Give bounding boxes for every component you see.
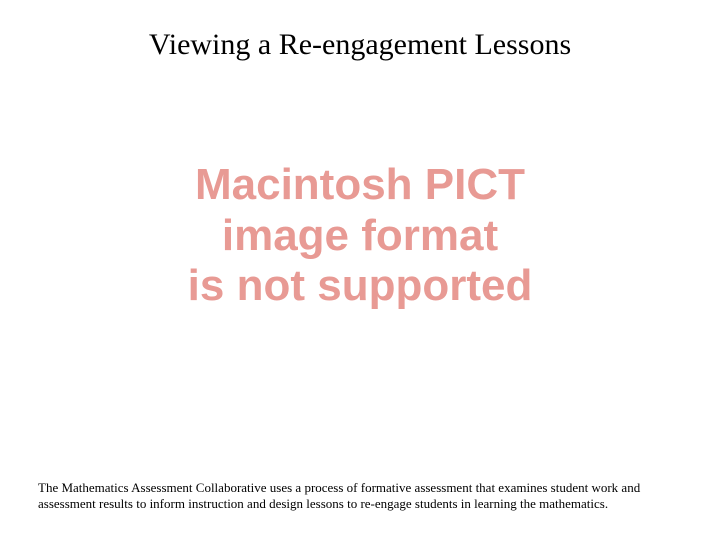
- slide-title: Viewing a Re-engagement Lessons: [0, 28, 720, 62]
- placeholder-line-1: Macintosh PICT: [160, 160, 560, 211]
- footer-text: The Mathematics Assessment Collaborative…: [38, 480, 682, 513]
- placeholder-line-3: is not supported: [160, 261, 560, 312]
- placeholder-line-2: image format: [160, 211, 560, 262]
- slide: Viewing a Re-engagement Lessons Macintos…: [0, 0, 720, 540]
- image-placeholder: Macintosh PICT image format is not suppo…: [160, 160, 560, 312]
